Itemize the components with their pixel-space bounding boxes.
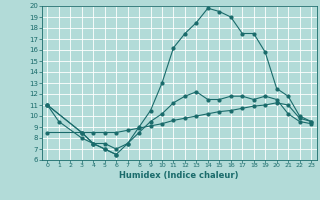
X-axis label: Humidex (Indice chaleur): Humidex (Indice chaleur) [119,171,239,180]
